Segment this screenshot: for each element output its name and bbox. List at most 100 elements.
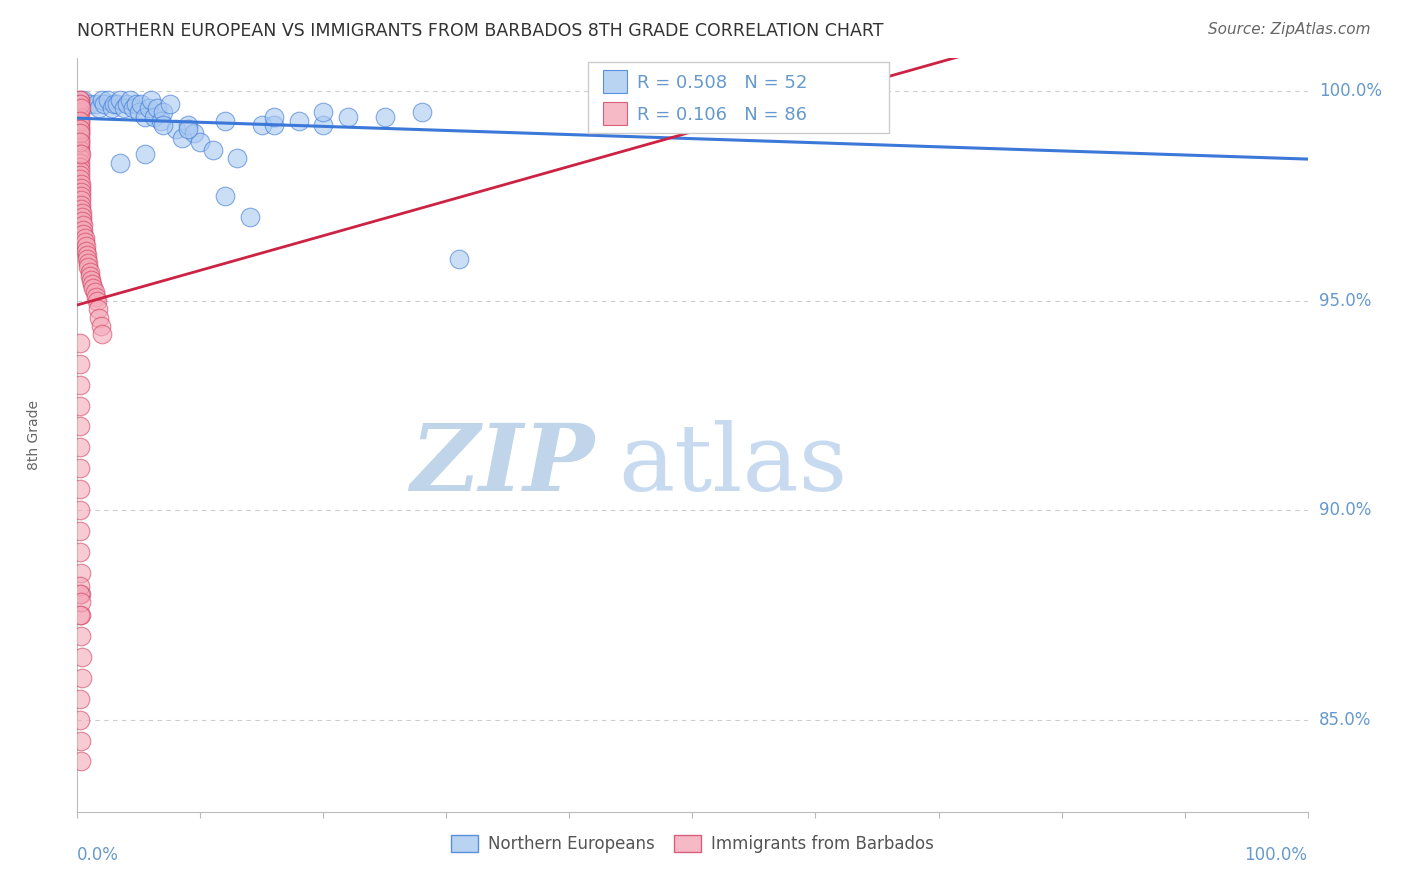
Point bbox=[152, 105, 174, 120]
Point bbox=[76, 252, 98, 266]
Point bbox=[69, 172, 91, 186]
Point bbox=[447, 252, 470, 266]
Point bbox=[250, 118, 273, 132]
Point bbox=[69, 135, 91, 149]
Point bbox=[70, 194, 93, 208]
Point bbox=[72, 227, 94, 241]
Point bbox=[201, 143, 224, 157]
Text: Source: ZipAtlas.com: Source: ZipAtlas.com bbox=[1208, 22, 1371, 37]
Point bbox=[79, 264, 101, 278]
Point bbox=[70, 147, 93, 161]
FancyBboxPatch shape bbox=[603, 102, 627, 125]
Point bbox=[214, 189, 236, 203]
Point bbox=[110, 155, 132, 169]
Point bbox=[69, 110, 91, 124]
Point bbox=[69, 122, 91, 136]
Point bbox=[146, 101, 169, 115]
Point bbox=[69, 545, 91, 559]
Point bbox=[69, 483, 91, 497]
Point bbox=[69, 168, 91, 182]
Point bbox=[69, 152, 91, 166]
Point bbox=[73, 235, 96, 250]
Point bbox=[129, 97, 153, 112]
Point bbox=[84, 290, 107, 304]
Point bbox=[73, 231, 96, 245]
Point bbox=[239, 210, 262, 224]
Point bbox=[110, 93, 132, 107]
Point bbox=[69, 143, 91, 157]
Point bbox=[70, 595, 93, 609]
Text: 8th Grade: 8th Grade bbox=[27, 400, 41, 470]
Point bbox=[69, 122, 91, 136]
Point bbox=[70, 755, 93, 769]
Point bbox=[226, 152, 249, 166]
Point bbox=[80, 273, 103, 287]
Point bbox=[89, 310, 111, 325]
Point bbox=[138, 101, 160, 115]
Point bbox=[804, 97, 827, 112]
Point bbox=[70, 649, 93, 664]
Text: 90.0%: 90.0% bbox=[1319, 501, 1371, 519]
Point bbox=[69, 113, 91, 128]
Point bbox=[70, 671, 93, 685]
Point bbox=[128, 105, 150, 120]
Point bbox=[69, 130, 91, 145]
Point bbox=[83, 285, 105, 300]
Point bbox=[159, 97, 181, 112]
Point bbox=[69, 691, 91, 706]
Point bbox=[142, 110, 165, 124]
Point bbox=[69, 164, 91, 178]
Point bbox=[170, 130, 193, 145]
Point bbox=[70, 101, 93, 115]
Point bbox=[337, 110, 360, 124]
Point bbox=[69, 607, 91, 622]
Point bbox=[69, 127, 91, 141]
Point bbox=[70, 733, 93, 747]
Point bbox=[263, 118, 285, 132]
Point bbox=[69, 139, 91, 153]
Point bbox=[69, 419, 91, 434]
Text: NORTHERN EUROPEAN VS IMMIGRANTS FROM BARBADOS 8TH GRADE CORRELATION CHART: NORTHERN EUROPEAN VS IMMIGRANTS FROM BAR… bbox=[77, 22, 884, 40]
Point bbox=[93, 97, 115, 112]
Point bbox=[87, 302, 110, 317]
FancyBboxPatch shape bbox=[603, 70, 627, 93]
Point bbox=[866, 97, 889, 112]
Point bbox=[188, 135, 212, 149]
Point bbox=[101, 101, 124, 115]
Point bbox=[70, 566, 93, 580]
Text: 0.0%: 0.0% bbox=[77, 846, 120, 863]
Text: R = 0.106   N = 86: R = 0.106 N = 86 bbox=[637, 106, 807, 125]
Point bbox=[69, 97, 91, 112]
Point bbox=[77, 260, 100, 275]
Point bbox=[115, 97, 138, 112]
Text: 85.0%: 85.0% bbox=[1319, 711, 1371, 729]
Point bbox=[76, 248, 98, 262]
Point bbox=[121, 101, 143, 115]
Point bbox=[69, 147, 91, 161]
Point bbox=[77, 256, 100, 270]
Point bbox=[90, 318, 112, 333]
Point bbox=[69, 93, 91, 107]
Point bbox=[312, 105, 335, 120]
Point bbox=[69, 713, 91, 727]
Point bbox=[70, 629, 93, 643]
Legend: Northern Europeans, Immigrants from Barbados: Northern Europeans, Immigrants from Barb… bbox=[444, 829, 941, 860]
Point bbox=[69, 578, 91, 592]
Point bbox=[70, 210, 93, 224]
Text: R = 0.508   N = 52: R = 0.508 N = 52 bbox=[637, 74, 807, 93]
Point bbox=[165, 122, 187, 136]
Text: atlas: atlas bbox=[619, 420, 848, 510]
Point bbox=[70, 181, 93, 195]
Point bbox=[84, 97, 107, 112]
Point bbox=[90, 93, 114, 107]
Point bbox=[69, 335, 91, 350]
Point bbox=[69, 93, 91, 107]
Point bbox=[75, 239, 97, 253]
Point bbox=[141, 93, 163, 107]
Point bbox=[69, 127, 91, 141]
Point bbox=[70, 607, 93, 622]
Point bbox=[70, 189, 93, 203]
Point bbox=[70, 214, 93, 228]
Text: 95.0%: 95.0% bbox=[1319, 292, 1371, 310]
Point bbox=[69, 101, 91, 115]
